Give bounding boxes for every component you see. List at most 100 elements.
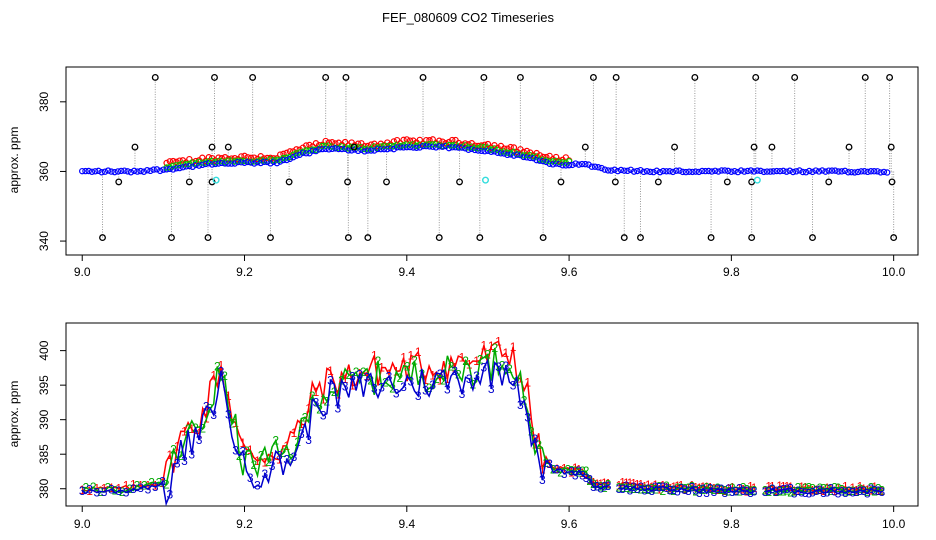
top-point-green [380, 142, 388, 150]
bottom-series-1-marker: 1 [210, 369, 217, 383]
top-point-blue [234, 158, 242, 166]
bottom-series-3-marker: 3 [115, 484, 122, 498]
top-point-blue [679, 168, 686, 176]
top-point-green [390, 142, 398, 150]
bottom-series-1-marker: 1 [93, 482, 100, 496]
bottom-series-3-marker: 3 [674, 484, 681, 498]
bottom-series-3-line [618, 484, 755, 495]
bottom-series-3-marker: 3 [561, 467, 568, 481]
bottom-series-1-marker: 1 [740, 483, 747, 497]
bottom-series-3-marker: 3 [586, 473, 593, 487]
bottom-series-2-marker: 2 [229, 417, 236, 431]
bottom-series-3-marker: 3 [630, 480, 637, 494]
bottom-series-3-marker: 3 [627, 484, 634, 498]
top-outlier-point [419, 73, 427, 81]
top-outlier-point [99, 234, 106, 242]
bottom-series-3-marker: 3 [776, 484, 783, 498]
top-x-tick-label: 9.6 [561, 265, 578, 279]
top-point-blue [689, 168, 696, 176]
top-point-blue [176, 164, 183, 172]
top-point-blue [137, 167, 144, 175]
top-point-blue [637, 166, 644, 174]
bottom-series-2-marker: 2 [426, 381, 433, 395]
top-point-blue [504, 151, 511, 159]
bottom-series-1-marker: 1 [659, 479, 666, 493]
bottom-series-1-marker: 1 [879, 484, 886, 498]
top-point-blue [556, 160, 563, 168]
top-point-green [290, 151, 297, 158]
top-outlier-point [516, 73, 524, 81]
top-point-blue [604, 167, 612, 174]
top-point-blue [643, 167, 651, 175]
bottom-series-2-marker: 2 [309, 389, 316, 403]
bottom-series-2-marker: 2 [83, 481, 90, 495]
bottom-series-3-marker: 3 [860, 484, 867, 498]
bottom-y-tick-label: 390 [37, 409, 51, 429]
top-point-blue [682, 168, 690, 176]
bottom-series-2-marker: 2 [835, 481, 842, 495]
bottom-series-3-marker: 3 [769, 482, 776, 496]
top-outlier-point [825, 178, 833, 186]
top-point-blue [825, 167, 832, 174]
bottom-series-3-marker: 3 [762, 485, 769, 499]
top-x-tick-label: 9.2 [236, 265, 253, 279]
top-point-blue [290, 154, 297, 161]
bottom-series-3-marker: 3 [656, 480, 663, 494]
top-point-blue [260, 158, 268, 166]
bottom-series-1-marker: 1 [605, 476, 612, 490]
top-point-blue [569, 161, 576, 169]
top-point-blue [614, 167, 621, 175]
bottom-series-2-marker: 2 [762, 484, 769, 498]
bottom-series-3-marker: 3 [517, 398, 524, 412]
top-point-blue [624, 167, 631, 175]
top-x-tick-label: 9.0 [74, 265, 91, 279]
bottom-series-1-line [82, 340, 609, 492]
bottom-series-1-marker: 1 [590, 475, 597, 489]
bottom-series-3-marker: 3 [232, 444, 239, 458]
bottom-series-3-marker: 3 [261, 467, 268, 481]
top-outlier-point [768, 143, 776, 151]
top-point-blue [731, 167, 738, 175]
top-point-blue [121, 167, 128, 174]
bottom-series-2-marker: 2 [583, 464, 590, 478]
top-point-red [280, 150, 287, 158]
bottom-series-3-marker: 3 [670, 483, 677, 497]
bottom-series-1-marker: 1 [145, 478, 152, 492]
top-point-green [410, 140, 417, 148]
top-point-blue [653, 167, 660, 174]
top-point-blue [621, 167, 628, 174]
top-point-blue [143, 167, 151, 174]
bottom-series-3-marker: 3 [488, 382, 495, 396]
top-point-blue [377, 145, 385, 153]
bottom-series-1-marker: 1 [601, 476, 608, 490]
bottom-series-2-marker: 2 [389, 382, 396, 396]
top-x-tick-label: 10.0 [882, 265, 906, 279]
bottom-series-1-marker: 1 [820, 484, 827, 498]
bottom-series-3-marker: 3 [736, 482, 743, 496]
top-point-red [475, 142, 482, 150]
bottom-series-2-marker: 2 [722, 483, 729, 497]
top-outlier-point [456, 178, 463, 186]
bottom-series-1-marker: 1 [437, 373, 444, 387]
top-point-blue [828, 167, 836, 174]
bottom-x-tick-label: 9.0 [74, 517, 91, 531]
top-point-blue [780, 167, 787, 175]
top-point-blue [647, 168, 654, 176]
top-point-blue [793, 168, 800, 175]
top-point-blue [517, 151, 524, 159]
bottom-series-2-marker: 2 [670, 484, 677, 498]
bottom-series-1-marker: 1 [473, 354, 480, 368]
bottom-series-1-marker: 1 [641, 479, 648, 493]
bottom-series-3-marker: 3 [806, 487, 813, 501]
bottom-x-tick-label: 9.4 [398, 517, 415, 531]
top-point-blue [858, 168, 865, 175]
top-outlier-point [211, 73, 218, 81]
top-outlier-point [168, 234, 175, 242]
top-point-green [565, 158, 573, 165]
bottom-series-2-marker: 2 [104, 480, 111, 494]
bottom-series-2-marker: 2 [809, 482, 816, 496]
bottom-series-3-marker: 3 [729, 485, 736, 499]
top-outlier-point [322, 73, 330, 81]
top-outlier-point [612, 73, 620, 81]
bottom-series-3-marker: 3 [93, 486, 100, 500]
